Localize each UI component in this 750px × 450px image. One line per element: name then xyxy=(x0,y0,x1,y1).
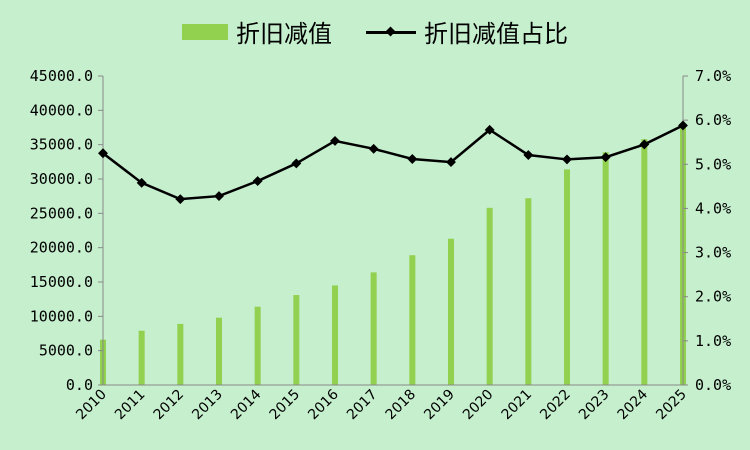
bar xyxy=(216,317,222,385)
line-point xyxy=(136,177,147,188)
y-right-tick-label: 5.0% xyxy=(695,155,731,173)
y-right-tick-label: 2.0% xyxy=(695,288,731,306)
y-right-tick-label: 6.0% xyxy=(695,111,731,129)
legend-line-swatch xyxy=(366,22,416,42)
line-point xyxy=(98,148,108,159)
legend-label-line: 折旧减值占比 xyxy=(424,20,568,48)
y-left-tick-label: 25000.0 xyxy=(30,204,93,222)
x-tick-label: 2021 xyxy=(499,387,536,424)
y-left-tick-label: 40000.0 xyxy=(30,101,93,119)
legend-bar-swatch xyxy=(182,23,228,40)
legend-label-bar: 折旧减值 xyxy=(236,20,332,48)
bar xyxy=(332,285,338,385)
x-tick-label: 2015 xyxy=(267,387,304,424)
x-tick-label: 2019 xyxy=(421,387,458,424)
line-point xyxy=(368,143,379,154)
bar xyxy=(254,306,261,385)
x-tick-label: 2013 xyxy=(189,387,226,424)
x-tick-label: 2014 xyxy=(228,386,265,423)
line-point xyxy=(252,176,263,187)
x-tick-label: 2020 xyxy=(460,387,497,424)
line-point xyxy=(678,120,688,131)
y-right-tick-label: 4.0% xyxy=(695,199,731,217)
x-tick-label: 2017 xyxy=(344,387,381,424)
y-right-tick-label: 3.0% xyxy=(695,244,731,262)
bar xyxy=(602,152,609,385)
x-tick-label: 2024 xyxy=(615,386,652,423)
x-tick-label: 2016 xyxy=(305,386,342,423)
x-tick-label: 2025 xyxy=(653,387,690,424)
line-point xyxy=(639,139,650,150)
y-left-tick-label: 10000.0 xyxy=(30,307,93,325)
x-tick-label: 2018 xyxy=(383,387,420,424)
line-point xyxy=(175,194,186,205)
x-tick-label: 2011 xyxy=(112,387,149,424)
line-point xyxy=(562,154,572,165)
y-right-tick-label: 7.0% xyxy=(695,67,731,85)
y-right-tick-label: 1.0% xyxy=(695,332,731,350)
y-left-tick-label: 30000.0 xyxy=(30,170,93,188)
line-point xyxy=(600,152,611,163)
x-tick-label: 2023 xyxy=(576,387,613,424)
line-point xyxy=(214,191,224,202)
line-point xyxy=(523,150,534,160)
bar xyxy=(448,238,454,385)
y-left-tick-label: 35000.0 xyxy=(30,136,93,154)
line-point xyxy=(291,158,302,169)
bar xyxy=(293,295,300,385)
bar xyxy=(409,255,416,385)
bar xyxy=(177,323,184,385)
legend-item-bar: 折旧减值 xyxy=(182,14,332,49)
line-point xyxy=(407,154,418,164)
x-tick-label: 2022 xyxy=(537,387,574,424)
bar xyxy=(525,198,532,385)
bar xyxy=(486,207,493,385)
y-left-tick-label: 45000.0 xyxy=(30,67,93,85)
bar xyxy=(370,272,377,385)
bar xyxy=(641,139,648,385)
line-series xyxy=(102,124,684,201)
line-point xyxy=(446,157,456,168)
y-left-tick-label: 15000.0 xyxy=(30,273,93,291)
y-left-tick-label: 20000.0 xyxy=(30,239,93,257)
bar xyxy=(564,169,570,385)
legend: 折旧减值 折旧减值占比 xyxy=(0,14,750,49)
y-right-tick-label: 0.0% xyxy=(695,376,731,394)
legend-item-line: 折旧减值占比 xyxy=(366,14,568,49)
x-tick-label: 2012 xyxy=(151,387,188,424)
y-left-tick-label: 0.0 xyxy=(66,376,93,394)
bar xyxy=(138,330,145,385)
y-left-tick-label: 5000.0 xyxy=(39,342,93,360)
line-point xyxy=(330,135,340,146)
